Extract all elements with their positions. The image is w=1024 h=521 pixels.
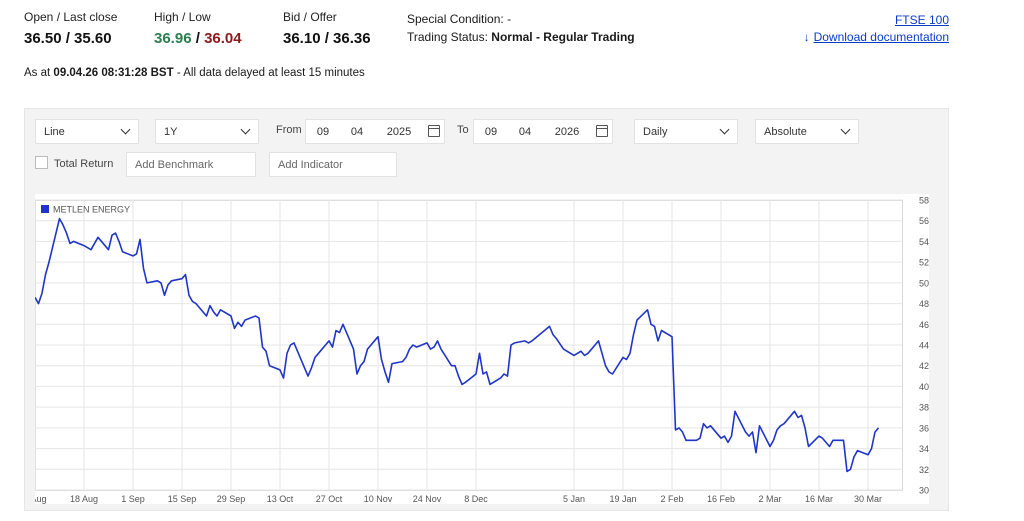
chart-panel: Line 1Y From 09 04 2025 To 09 04 2026 Da… [23, 108, 949, 511]
y-tick-label: 44 [919, 341, 929, 351]
to-month[interactable]: 04 [518, 125, 532, 138]
price-chart-svg: 58 56 54 52 50 48 46 44 42 40 38 36 34 32 30 4 Aug 18 Au… [23, 196, 929, 505]
to-date-input[interactable]: 09 04 2026 [473, 119, 613, 144]
interval-value: Daily [643, 125, 668, 138]
x-tick-label: 10 Nov [364, 494, 393, 504]
ftse-100-link[interactable]: FTSE 100 [894, 13, 949, 27]
data-timestamp: As at 09.04.26 08:31:28 BST - All data d… [24, 67, 365, 79]
calendar-icon[interactable] [428, 125, 440, 137]
open-last-close-label: Open / Last close [24, 10, 118, 24]
y-tick-label: 52 [919, 258, 929, 268]
open-last-close-block: Open / Last close 36.50 / 35.60 [24, 10, 117, 47]
trading-status-value: Normal - Regular Trading [491, 30, 635, 44]
y-tick-label: 50 [919, 278, 929, 288]
x-tick-label: 18 Aug [70, 494, 98, 504]
as-at-prefix: As at [24, 67, 51, 79]
x-tick-label: 24 Nov [413, 494, 442, 504]
y-tick-label: 34 [919, 444, 929, 454]
download-arrow-icon: ↓ [803, 30, 810, 44]
status-block: Special Condition: - Trading Status: Nor… [407, 10, 635, 46]
from-date-input[interactable]: 09 04 2025 [305, 119, 445, 144]
bid-offer-block: Bid / Offer 36.10 / 36.36 [283, 10, 371, 47]
y-tick-label: 30 [919, 486, 929, 496]
chevron-down-icon [840, 124, 851, 135]
period-select[interactable]: 1Y [155, 119, 259, 144]
y-tick-label: 40 [919, 382, 929, 392]
y-tick-label: 38 [919, 403, 929, 413]
to-day[interactable]: 09 [484, 125, 498, 138]
y-tick-label: 32 [919, 465, 929, 475]
high-low-block: High / Low 36.96 / 36.04 [154, 10, 242, 47]
y-tick-label: 48 [919, 299, 929, 309]
x-tick-label: 1 Sep [121, 494, 145, 504]
bid-offer-label: Bid / Offer [283, 10, 337, 24]
add-benchmark-input[interactable]: Add Benchmark [126, 152, 256, 177]
x-tick-label: 29 Sep [217, 494, 246, 504]
x-tick-label: 30 Mar [854, 494, 882, 504]
y-tick-label: 36 [919, 423, 929, 433]
scale-select[interactable]: Absolute [755, 119, 859, 144]
add-indicator-input[interactable]: Add Indicator [269, 152, 397, 177]
from-day[interactable]: 09 [316, 125, 330, 138]
add-indicator-placeholder: Add Indicator [278, 158, 343, 171]
x-tick-label: 13 Oct [267, 494, 294, 504]
chevron-down-icon [719, 124, 730, 135]
x-tick-label: 2 Mar [758, 494, 781, 504]
download-documentation-link[interactable]: Download documentation [813, 30, 949, 44]
high-value: 36.96 [154, 30, 192, 47]
price-chart: 58 56 54 52 50 48 46 44 42 40 38 36 34 32 30 4 Aug 18 Au… [23, 194, 929, 505]
x-tick-label: 16 Feb [707, 494, 735, 504]
chevron-down-icon [120, 124, 131, 135]
chart-type-select[interactable]: Line [35, 119, 139, 144]
chart-type-value: Line [44, 125, 65, 138]
series-line [34, 217, 880, 473]
special-condition-label: Special Condition: [407, 12, 504, 26]
x-tick-label: 19 Jan [609, 494, 636, 504]
from-year[interactable]: 2025 [386, 125, 412, 138]
legend-swatch [41, 205, 49, 213]
trading-status: Trading Status: Normal - Regular Trading [407, 28, 635, 46]
high-low-separator: / [191, 30, 205, 47]
header-links: FTSE 100 ↓ Download documentation [804, 12, 949, 46]
y-tick-label: 42 [919, 361, 929, 371]
from-label: From [276, 124, 302, 136]
chevron-down-icon [240, 124, 251, 135]
bid-offer-value: 36.10 / 36.36 [283, 30, 371, 47]
x-tick-label: 4 Aug [35, 494, 47, 504]
to-year[interactable]: 2026 [554, 125, 580, 138]
y-tick-label: 56 [919, 216, 929, 226]
special-condition-value: - [507, 12, 512, 26]
x-tick-label: 5 Jan [563, 494, 585, 504]
calendar-icon[interactable] [596, 125, 608, 137]
interval-select[interactable]: Daily [634, 119, 738, 144]
x-tick-label: 2 Feb [660, 494, 683, 504]
special-condition: Special Condition: - [407, 10, 635, 28]
y-tick-label: 58 [919, 196, 929, 206]
y-tick-label: 46 [919, 320, 929, 330]
total-return-checkbox[interactable] [35, 156, 48, 169]
period-value: 1Y [164, 125, 178, 138]
high-low-label: High / Low [154, 10, 211, 24]
as-at-suffix: - All data delayed at least 15 minutes [176, 67, 365, 79]
legend-label: METLEN ENERGY [53, 205, 130, 215]
scale-value: Absolute [764, 125, 807, 138]
total-return-label: Total Return [54, 158, 114, 170]
high-low-value: 36.96 / 36.04 [154, 30, 242, 47]
x-tick-label: 8 Dec [464, 494, 488, 504]
to-label: To [457, 124, 469, 136]
low-value: 36.04 [204, 30, 242, 47]
x-tick-label: 27 Oct [316, 494, 343, 504]
from-month[interactable]: 04 [350, 125, 364, 138]
x-tick-label: 15 Sep [168, 494, 197, 504]
trading-status-label: Trading Status: [407, 30, 488, 44]
open-last-close-value: 36.50 / 35.60 [24, 30, 112, 47]
add-benchmark-placeholder: Add Benchmark [135, 158, 214, 171]
x-tick-label: 16 Mar [805, 494, 833, 504]
as-at-timestamp: 09.04.26 08:31:28 BST [53, 67, 174, 79]
y-tick-label: 54 [919, 237, 929, 247]
